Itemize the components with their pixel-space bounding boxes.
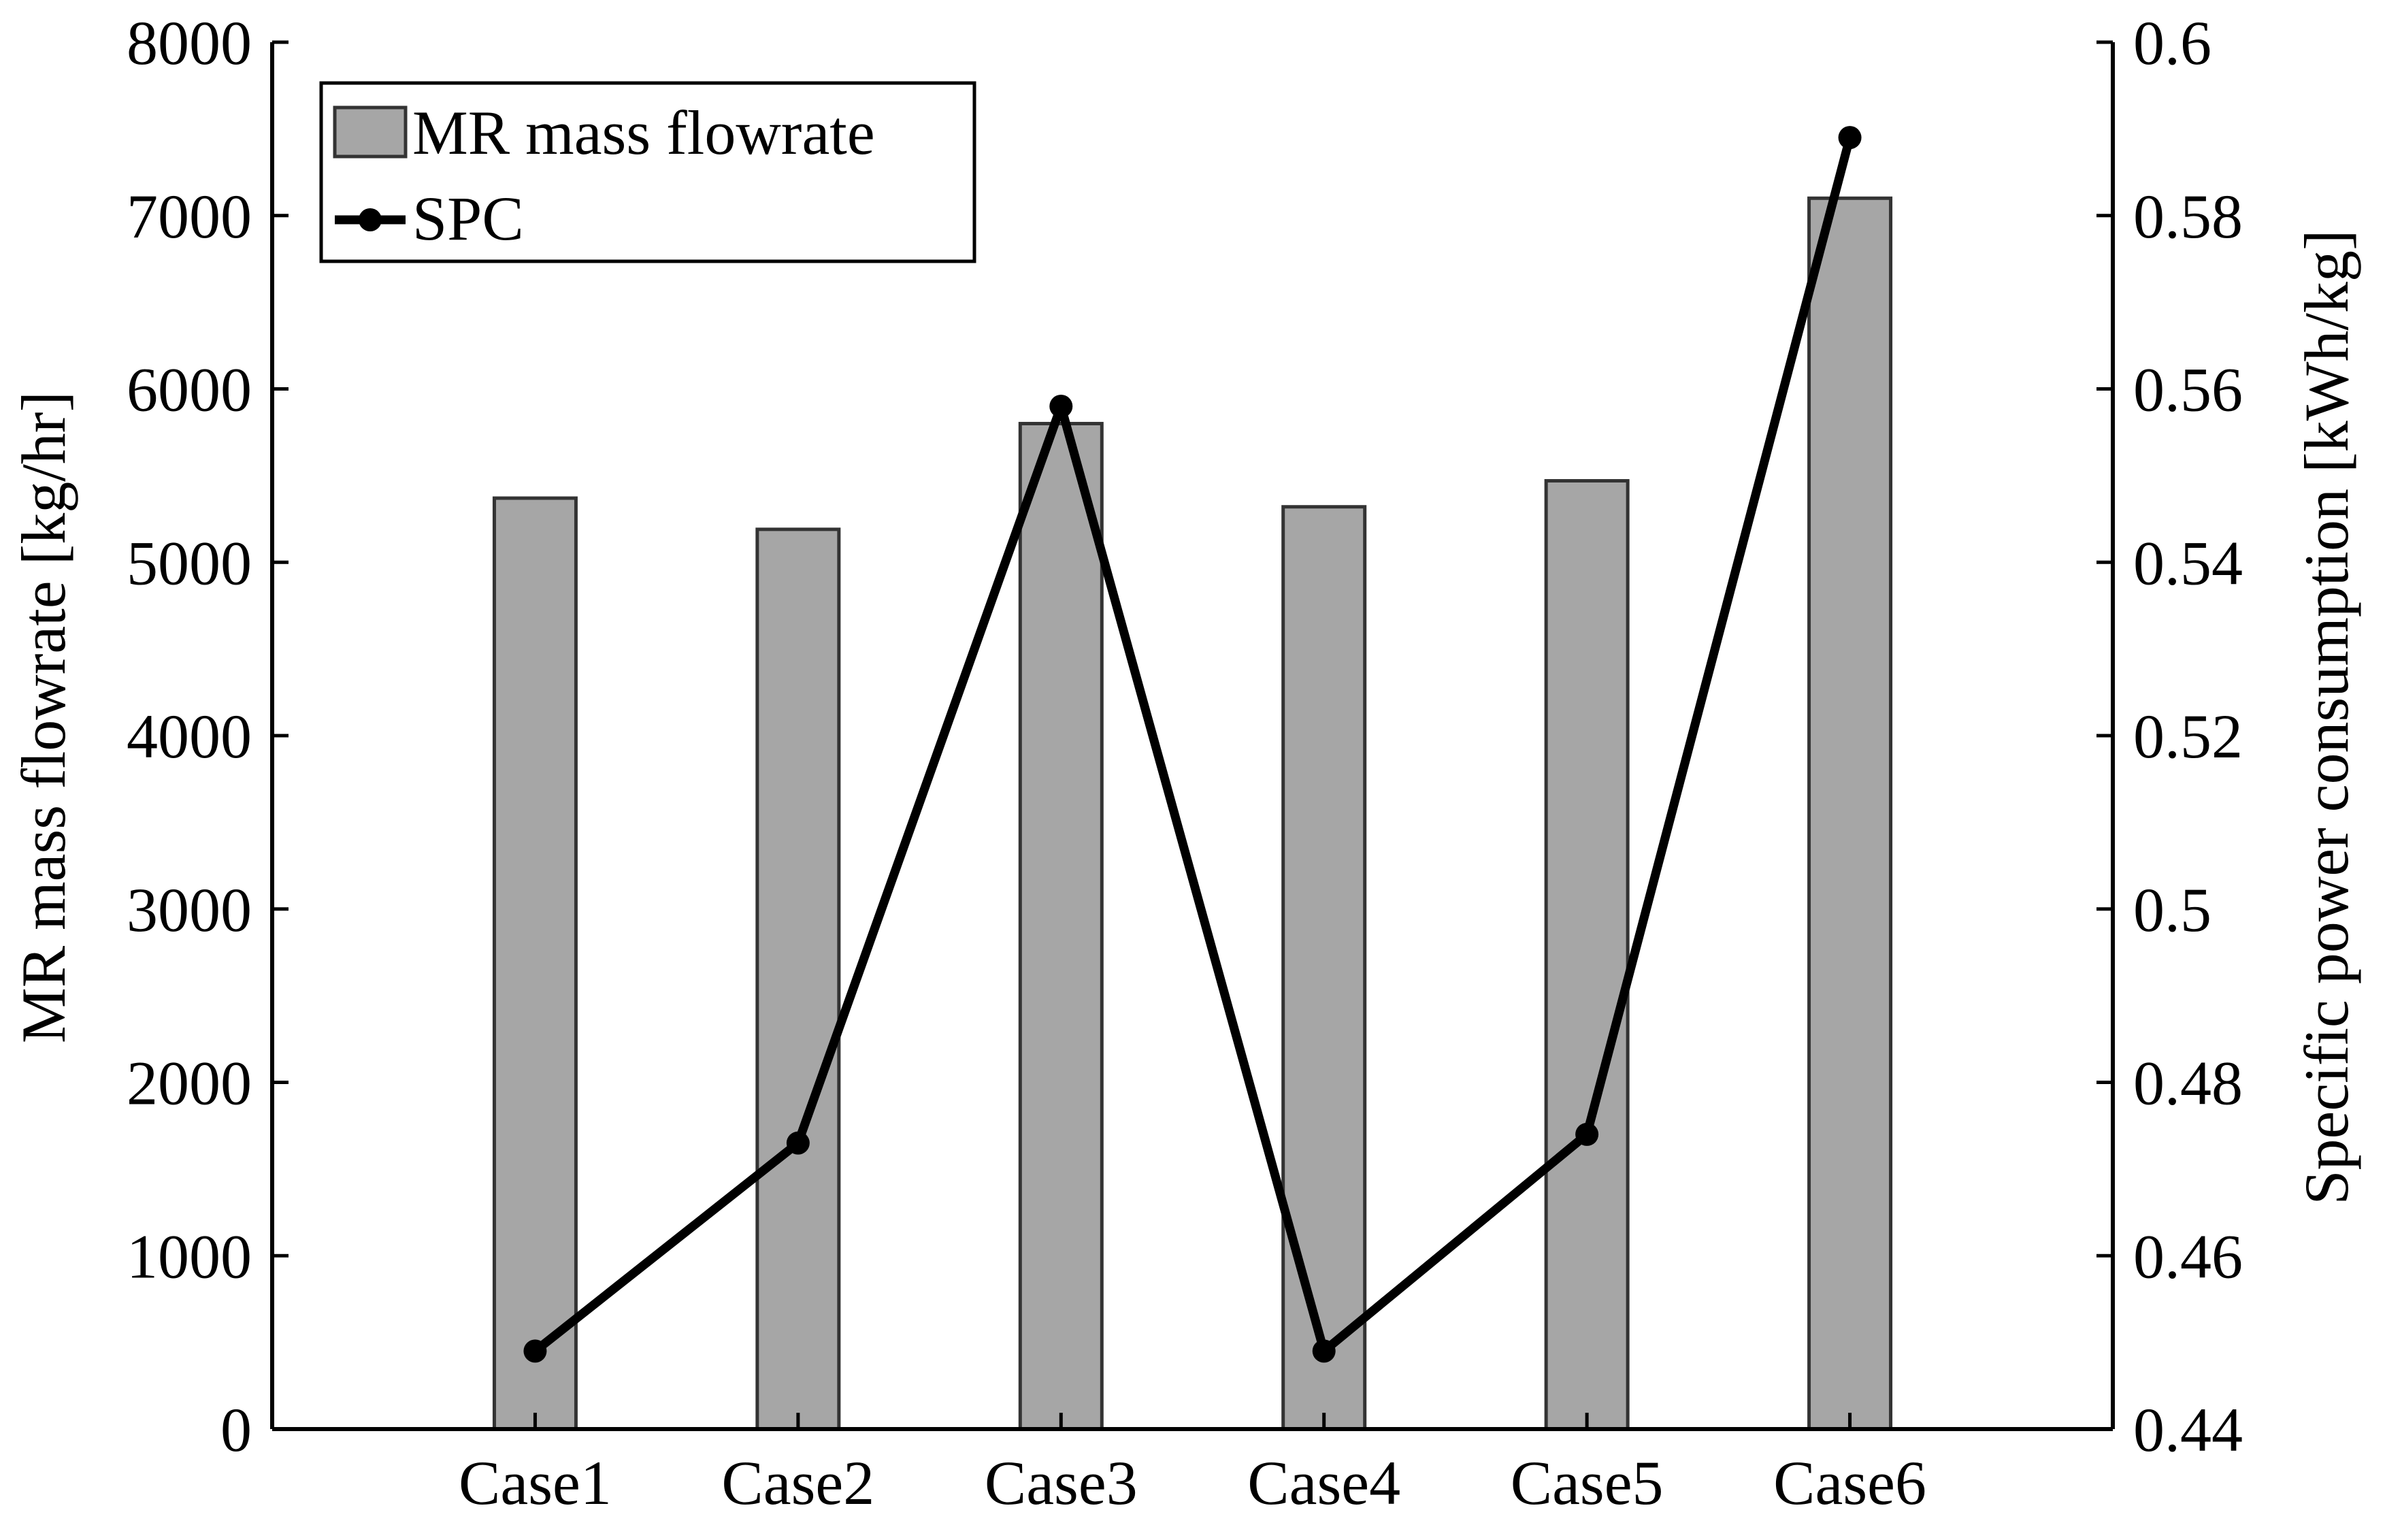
right-tick-label: 0.44	[2133, 1395, 2243, 1464]
spc-point-case2	[786, 1131, 810, 1155]
legend: MR mass flowrate SPC	[319, 81, 976, 263]
spc-point-case4	[1312, 1339, 1336, 1363]
right-tick-label: 0.5	[2133, 875, 2211, 945]
legend-swatch-bar	[333, 105, 408, 159]
left-tick-label: 5000	[127, 528, 252, 597]
bar-case3	[1018, 421, 1104, 1431]
x-tick-label-case6: Case6	[1773, 1448, 1926, 1518]
right-tick-label: 0.58	[2133, 182, 2243, 251]
right-tick-label: 0.6	[2133, 8, 2211, 78]
left-tick-label: 1000	[127, 1222, 252, 1291]
spc-point-case3	[1049, 394, 1073, 418]
left-tick-label: 2000	[127, 1049, 252, 1118]
left-tick-label: 7000	[127, 182, 252, 251]
x-tick-label-case3: Case3	[985, 1448, 1138, 1518]
right-tick-label: 0.56	[2133, 355, 2243, 425]
right-axis-title: Specific power consumption [kWh/kg]	[2292, 229, 2361, 1205]
left-tick-label: 0	[220, 1395, 252, 1464]
bar-case5	[1544, 479, 1630, 1431]
legend-label-spc: SPC	[412, 184, 524, 253]
right-tick-label: 0.48	[2133, 1049, 2243, 1118]
spc-point-case5	[1575, 1122, 1599, 1146]
legend-box	[319, 81, 976, 263]
right-tick-label: 0.52	[2133, 702, 2243, 771]
right-tick-label: 0.46	[2133, 1222, 2243, 1291]
x-tick-label-case2: Case2	[721, 1448, 874, 1518]
left-tick-label: 6000	[127, 355, 252, 425]
x-axis-ticks: Case1 Case2 Case3 Case4 Case5 Case6	[459, 1413, 1926, 1518]
spc-point-case6	[1838, 126, 1862, 150]
bar-case2	[755, 527, 841, 1431]
left-axis-ticks: 0 1000 2000 3000 4000 5000 6000 7000 8000	[127, 8, 289, 1464]
right-axis-ticks: 0.44 0.46 0.48 0.5 0.52 0.54 0.56 0.58 0.6	[2096, 8, 2243, 1464]
left-tick-label: 4000	[127, 702, 252, 771]
bar-group	[492, 196, 1893, 1431]
bar-case1	[492, 496, 578, 1431]
bar-case4	[1281, 505, 1367, 1431]
left-tick-label: 8000	[127, 8, 252, 78]
x-tick-label-case5: Case5	[1511, 1448, 1664, 1518]
legend-label-mr-mass-flowrate: MR mass flowrate	[412, 98, 875, 167]
x-tick-label-case4: Case4	[1247, 1448, 1400, 1518]
left-tick-label: 3000	[127, 875, 252, 945]
spc-series	[523, 126, 1862, 1363]
right-tick-label: 0.54	[2133, 528, 2243, 597]
left-axis-title: MR mass flowrate [kg/hr]	[9, 391, 78, 1043]
bar-case6	[1807, 196, 1893, 1431]
legend-swatch-marker	[359, 208, 382, 231]
spc-line	[532, 136, 1854, 1356]
spc-point-case1	[523, 1339, 547, 1363]
x-tick-label-case1: Case1	[459, 1448, 612, 1518]
